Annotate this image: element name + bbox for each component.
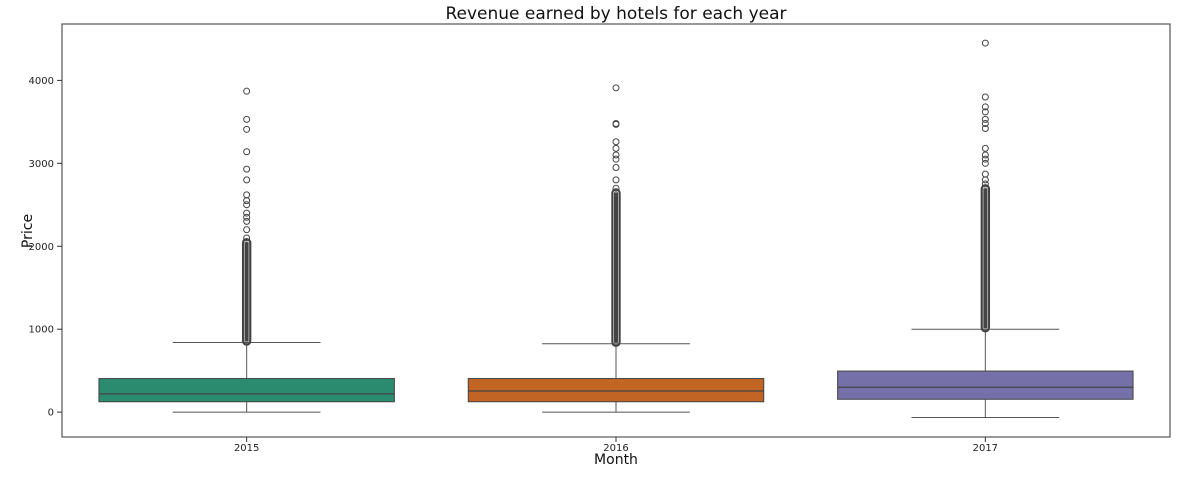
outlier-point [243,226,251,234]
outlier-point [243,125,251,133]
outlier-point [981,151,989,159]
outlier-point [243,165,251,173]
outlier-point [243,176,251,184]
outlier-point [243,209,251,217]
y-tick-label: 3000 [29,159,54,170]
outlier-band [980,184,991,333]
outlier-band [241,238,252,346]
outlier-point [981,115,989,123]
x-axis: 2015 2016 2017 [234,437,998,454]
x-tick-label: 2015 [234,443,259,454]
outlier-point [612,84,620,92]
box-iqr [98,378,395,403]
y-tick-label: 4000 [29,76,54,87]
chart-title: Revenue earned by hotels for each year [445,4,786,24]
outlier-point [981,120,989,128]
outlier-point [243,87,251,95]
outlier-point [612,155,620,163]
box-2015 [98,87,395,413]
outlier-point [981,39,989,47]
outlier-point [612,184,620,192]
outlier-point [981,124,989,132]
box-2016 [467,84,765,413]
box-iqr [467,378,765,403]
boxes-group [98,39,1134,419]
outlier-point [243,115,251,123]
outlier-point [981,108,989,116]
outlier-point [981,93,989,101]
outlier-point [981,144,989,152]
outlier-point [243,201,251,209]
box-iqr [837,370,1134,400]
outlier-point [612,163,620,171]
outlier-point [981,159,989,167]
outlier-point [981,176,989,184]
outlier-point [243,213,251,221]
outlier-point [612,144,620,152]
box-2017 [837,39,1134,419]
x-tick-label: 2016 [603,443,628,454]
y-tick-label: 1000 [29,325,54,336]
outlier-point [243,234,251,242]
outlier-band [611,188,621,347]
outlier-point [243,148,251,156]
outlier-point [981,180,989,188]
outlier-point [612,176,620,184]
outlier-point [612,151,620,159]
x-axis-label: Month [594,452,638,468]
y-axis: 0 1000 2000 3000 4000 [29,76,62,419]
outlier-point [981,170,989,178]
outlier-point [243,197,251,205]
outlier-point [612,120,620,128]
outlier-point [612,138,620,146]
outlier-point [243,217,251,225]
y-tick-label: 2000 [29,242,54,253]
y-tick-label: 0 [48,408,54,419]
outlier-point [981,103,989,111]
outlier-point [981,155,989,163]
x-tick-label: 2017 [973,443,998,454]
outlier-point [243,191,251,199]
y-axis-label: Price [20,214,36,248]
